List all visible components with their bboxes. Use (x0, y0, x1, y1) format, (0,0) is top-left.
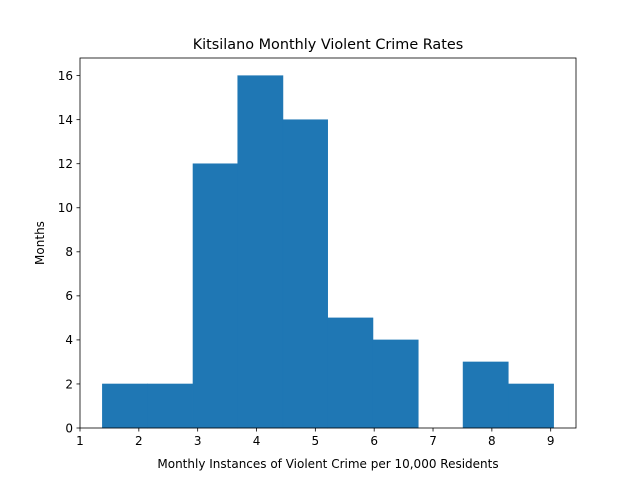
y-tick-label: 6 (65, 289, 73, 303)
y-tick-label: 16 (58, 69, 73, 83)
x-tick-label: 6 (370, 434, 378, 448)
x-tick-label: 7 (429, 434, 437, 448)
plot-frame (79, 57, 577, 429)
y-tick-label: 10 (58, 201, 73, 215)
x-tick-label: 8 (488, 434, 496, 448)
chart-title: Kitsilano Monthly Violent Crime Rates (193, 37, 464, 53)
y-tick-label: 8 (65, 245, 73, 259)
x-tick-label: 9 (547, 434, 555, 448)
bars-group (102, 75, 554, 429)
y-axis: 0 2 4 6 8 10 12 14 16 (58, 69, 80, 435)
y-axis-label: Months (33, 221, 47, 265)
histogram-bar-2 (147, 383, 194, 429)
y-tick-label: 0 (65, 421, 73, 435)
histogram-bar-5 (282, 119, 328, 429)
histogram-bar-6 (327, 317, 374, 429)
x-axis-label: Monthly Instances of Violent Crime per 1… (157, 457, 498, 471)
histogram-bar-10 (508, 383, 554, 429)
y-tick-label: 2 (65, 377, 73, 391)
y-tick-label: 14 (58, 113, 73, 127)
y-tick-label: 12 (58, 157, 73, 171)
histogram-bar-1 (102, 383, 148, 429)
histogram-bar-3 (192, 163, 238, 429)
x-tick-label: 1 (76, 434, 84, 448)
histogram-bar-7 (372, 339, 419, 429)
x-tick-label: 3 (194, 434, 202, 448)
x-tick-label: 2 (135, 434, 143, 448)
x-tick-label: 5 (312, 434, 320, 448)
y-tick-label: 4 (65, 333, 73, 347)
x-axis: 1 2 3 4 5 6 7 8 9 (76, 428, 555, 448)
x-tick-label: 4 (253, 434, 261, 448)
histogram-bar-4 (237, 75, 284, 429)
histogram-bar-9 (462, 361, 509, 429)
